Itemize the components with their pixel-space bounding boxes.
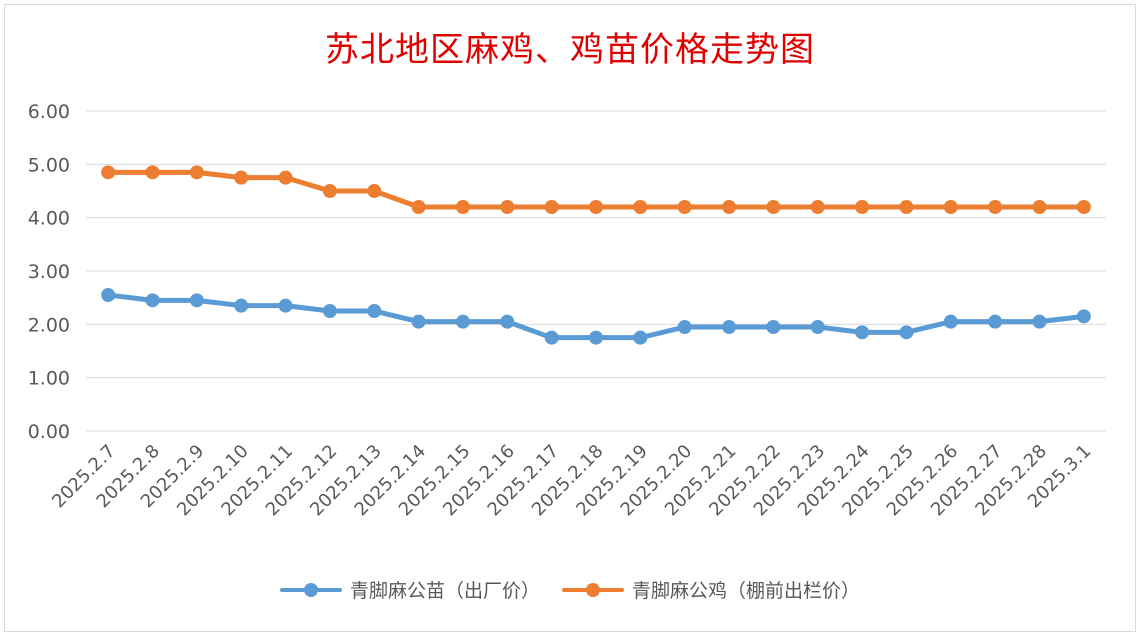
data-point[interactable] [766,320,781,334]
data-point[interactable] [766,200,781,214]
data-point[interactable] [677,320,692,334]
data-point[interactable] [544,330,559,345]
gridlines [86,110,1106,432]
data-point[interactable] [633,330,648,345]
legend-swatch-rooster [562,582,624,597]
legend-label-seedling: 青脚麻公苗（出厂价） [349,580,540,602]
data-point[interactable] [322,304,337,318]
data-point[interactable] [899,325,914,340]
data-point[interactable] [810,200,825,214]
y-tick-label: 5.00 [28,154,70,176]
data-point[interactable] [234,298,249,313]
data-point[interactable] [943,314,958,329]
data-point[interactable] [810,320,825,334]
y-tick-label: 6.00 [28,101,70,123]
chart-title: 苏北地区麻鸡、鸡苗价格走势图 [325,30,815,70]
data-point[interactable] [988,200,1003,214]
y-tick-label: 1.00 [28,368,70,390]
data-point[interactable] [633,200,648,214]
legend-item-seedling[interactable]: 青脚麻公苗（出厂价） [279,576,540,603]
x-axis-ticks: 2025.2.72025.2.82025.2.92025.2.102025.2.… [48,441,1095,521]
data-point[interactable] [189,293,204,308]
data-point[interactable] [855,200,870,214]
legend: 青脚麻公苗（出厂价） 青脚麻公鸡（棚前出栏价） [0,576,1140,603]
data-point[interactable] [367,184,382,198]
data-point[interactable] [589,200,603,214]
data-point[interactable] [145,293,160,308]
data-point[interactable] [988,314,1003,329]
data-point[interactable] [1032,200,1047,214]
data-point[interactable] [855,325,870,340]
data-point[interactable] [899,200,914,214]
y-axis-ticks: 0.00 1.00 2.00 3.00 4.00 5.00 6.00 [28,101,70,443]
data-point[interactable] [722,320,737,334]
legend-item-rooster[interactable]: 青脚麻公鸡（棚前出栏价） [562,576,860,603]
data-point[interactable] [455,200,470,214]
y-tick-label: 2.00 [28,314,70,336]
legend-swatch-seedling [279,582,342,597]
legend-label-rooster: 青脚麻公鸡（棚前出栏价） [632,580,861,602]
data-point[interactable] [455,314,470,329]
data-point[interactable] [411,314,426,329]
data-point[interactable] [500,200,515,214]
data-point[interactable] [411,200,426,214]
data-point[interactable] [322,184,337,198]
data-point[interactable] [677,200,692,214]
y-tick-label: 4.00 [28,208,70,230]
y-tick-label: 0.00 [28,421,70,443]
data-point[interactable] [1076,309,1091,324]
data-point[interactable] [367,304,382,318]
data-point[interactable] [101,165,116,180]
y-tick-label: 3.00 [28,261,70,283]
data-point[interactable] [1076,200,1091,214]
data-point[interactable] [278,170,293,185]
data-point[interactable] [189,165,204,180]
data-point[interactable] [943,200,958,214]
data-point[interactable] [589,330,603,345]
data-point[interactable] [234,170,249,185]
data-point[interactable] [722,200,737,214]
data-point[interactable] [145,165,160,180]
data-point[interactable] [1032,314,1047,329]
data-point[interactable] [500,314,515,329]
data-point[interactable] [544,200,559,214]
series-layer [101,165,1091,345]
data-point[interactable] [101,288,116,302]
data-point[interactable] [278,298,293,313]
